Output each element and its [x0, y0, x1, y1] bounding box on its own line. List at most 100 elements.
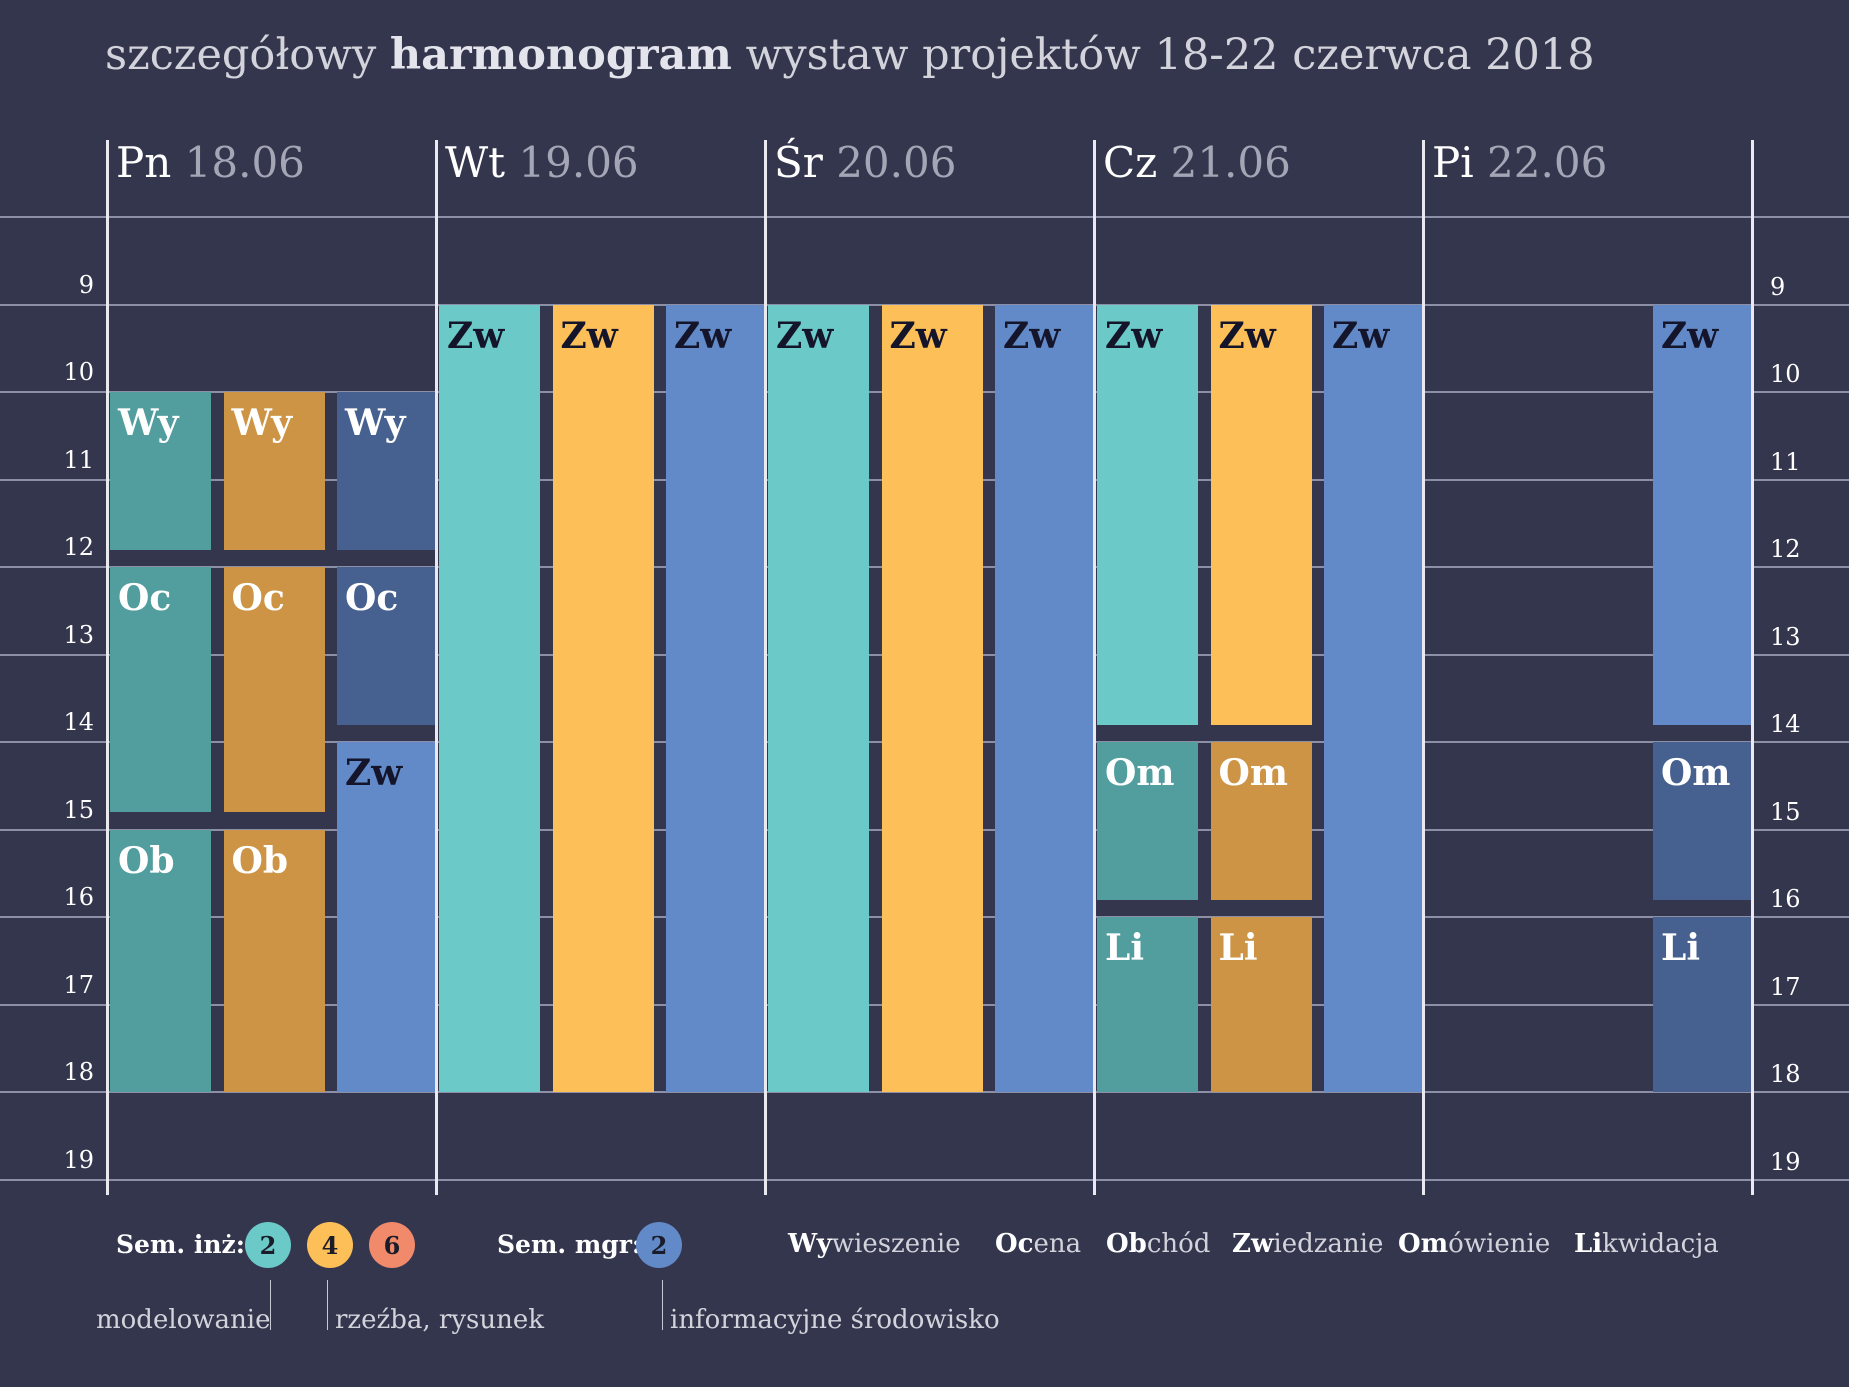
hour-label-left: 12	[63, 533, 94, 562]
abbr-wywieszenie: Wywieszenie	[788, 1229, 961, 1259]
event-block: Oc	[337, 567, 438, 725]
event-block: Zw	[1653, 304, 1754, 725]
event-label: Oc	[345, 577, 399, 619]
day-header: Pi 22.06	[1432, 138, 1607, 187]
event-label: Om	[1105, 752, 1175, 794]
spec-rzezba-rysunek: rzeźba, rysunek	[335, 1305, 544, 1335]
connector-modelowanie	[270, 1280, 271, 1330]
abbr-likwidacja: Likwidacja	[1574, 1229, 1719, 1259]
day-name: Śr	[774, 138, 823, 187]
day-header: Śr 20.06	[774, 138, 956, 187]
day-date: 19.06	[505, 138, 639, 187]
event-label: Wy	[345, 402, 406, 444]
event-block: Om	[1210, 742, 1312, 900]
event-label: Zw	[1105, 314, 1163, 357]
event-label: Zw	[674, 314, 732, 357]
legend-inz-label: Sem. inż:	[116, 1230, 245, 1259]
event-label: Om	[1218, 752, 1288, 794]
event-block: Zw	[1324, 304, 1425, 1092]
event-block: Wy	[110, 392, 211, 550]
hour-label-left: 16	[63, 883, 94, 912]
event-block: Li	[1653, 917, 1754, 1092]
event-label: Ob	[118, 839, 175, 882]
abbr-obchod: Obchód	[1106, 1229, 1211, 1259]
event-label: Zw	[1218, 314, 1276, 357]
event-label: Zw	[1661, 314, 1719, 357]
event-block: Zw	[1210, 304, 1312, 725]
event-label: Li	[1218, 927, 1258, 969]
day-separator	[764, 140, 767, 1195]
hour-label-right: 12	[1770, 535, 1801, 564]
day-name: Pn	[116, 138, 172, 187]
spec-informacyjne-srodowisko: informacyjne środowisko	[670, 1305, 1000, 1335]
event-label: Oc	[231, 577, 285, 619]
event-label: Li	[1661, 927, 1700, 969]
badge-inz-6: 6	[369, 1222, 415, 1268]
hour-label-right: 17	[1770, 972, 1801, 1001]
event-block: Om	[1097, 742, 1198, 900]
connector-informacyjne	[662, 1280, 663, 1330]
event-block: Oc	[223, 567, 325, 812]
event-block: Oc	[110, 567, 211, 812]
day-date: 22.06	[1473, 138, 1608, 187]
hour-label-left: 14	[63, 708, 94, 737]
day-header: Wt 19.06	[445, 138, 639, 187]
event-label: Zw	[447, 314, 505, 357]
event-label: Ob	[231, 839, 289, 882]
hour-label-left: 13	[63, 620, 94, 649]
hour-label-left: 11	[63, 445, 94, 474]
hour-gridline	[0, 216, 1849, 218]
hour-label-left: 19	[63, 1145, 94, 1174]
hour-label-left: 10	[63, 358, 94, 387]
day-date: 21.06	[1157, 138, 1291, 187]
day-header: Cz 21.06	[1103, 138, 1291, 187]
day-separator	[106, 140, 109, 1195]
event-block: Ob	[110, 829, 211, 1092]
hour-label-right: 18	[1770, 1060, 1801, 1089]
day-separator	[1751, 140, 1754, 1195]
page-title: szczegółowy harmonogram wystaw projektów…	[105, 30, 1595, 80]
day-header: Pn 18.06	[116, 138, 305, 187]
event-label: Zw	[560, 314, 618, 357]
event-label: Zw	[345, 752, 403, 794]
hour-gridline	[0, 1178, 1849, 1181]
hour-label-left: 15	[63, 795, 94, 824]
hour-label-right: 9	[1770, 272, 1786, 301]
legend-mgr-label: Sem. mgr:	[497, 1230, 642, 1259]
event-label: Wy	[118, 402, 179, 444]
abbr-ocena: Ocena	[995, 1229, 1082, 1259]
event-label: Om	[1661, 752, 1731, 794]
day-name: Wt	[445, 138, 506, 187]
abbr-zwiedzanie: Zwiedzanie	[1232, 1229, 1384, 1259]
event-block: Zw	[439, 304, 540, 1092]
day-date: 20.06	[822, 138, 957, 187]
hour-label-left: 9	[78, 270, 94, 299]
day-date: 18.06	[171, 138, 305, 187]
event-block: Wy	[337, 392, 438, 550]
hour-label-left: 17	[63, 970, 94, 999]
hour-label-right: 10	[1770, 360, 1801, 389]
event-block: Zw	[881, 304, 983, 1092]
event-block: Li	[1097, 917, 1198, 1092]
event-block: Zw	[552, 304, 654, 1092]
event-label: Zw	[776, 314, 834, 357]
badge-inz-2: 2	[245, 1222, 291, 1268]
hour-label-right: 19	[1770, 1147, 1801, 1176]
hour-label-right: 14	[1770, 710, 1801, 739]
day-name: Cz	[1103, 138, 1158, 187]
event-label: Li	[1105, 927, 1144, 969]
event-block: Zw	[1097, 304, 1198, 725]
event-label: Zw	[1332, 314, 1390, 357]
event-block: Zw	[995, 304, 1096, 1092]
spec-modelowanie: modelowanie	[96, 1305, 271, 1335]
badge-inz-4: 4	[307, 1222, 353, 1268]
event-label: Oc	[118, 577, 172, 619]
event-block: Zw	[337, 742, 438, 1092]
day-separator	[435, 140, 438, 1195]
event-block: Zw	[666, 304, 767, 1092]
day-name: Pi	[1432, 138, 1474, 187]
event-block: Om	[1653, 742, 1754, 900]
connector-rzezba	[327, 1280, 328, 1330]
badge-mgr-2: 2	[636, 1222, 682, 1268]
